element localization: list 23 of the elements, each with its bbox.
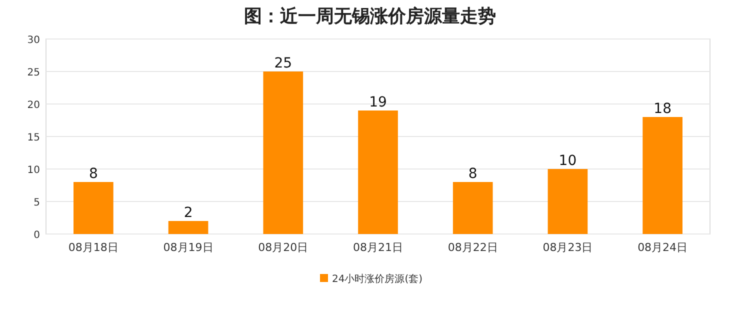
- data-label: 2: [184, 205, 193, 221]
- xtick: 08月20日: [258, 241, 308, 254]
- xtick: 08月24日: [638, 241, 688, 254]
- title: 图：近一周无锡涨价房源量走势: [244, 6, 496, 27]
- ytick: 15: [27, 132, 40, 144]
- xtick: 08月19日: [163, 241, 214, 254]
- ytick: 20: [27, 100, 40, 111]
- ytick: 30: [27, 35, 40, 46]
- data-label: 25: [274, 56, 292, 72]
- ytick: 5: [34, 198, 40, 208]
- xtick: 08月22日: [448, 241, 498, 254]
- xtick: 08月21日: [353, 241, 403, 254]
- data-label: 8: [88, 166, 98, 182]
- ytick: 10: [27, 165, 40, 176]
- data-label: 10: [558, 153, 577, 169]
- data-label: 18: [654, 101, 672, 117]
- ytick: 0: [34, 230, 40, 241]
- data-label: 19: [369, 94, 387, 110]
- ytick: 25: [27, 68, 40, 78]
- data-label: 8: [468, 166, 478, 182]
- xtick: 08月18日: [68, 241, 118, 254]
- legend: 24小时涨价房源(套): [332, 274, 423, 285]
- xtick: 08月23日: [542, 241, 593, 254]
